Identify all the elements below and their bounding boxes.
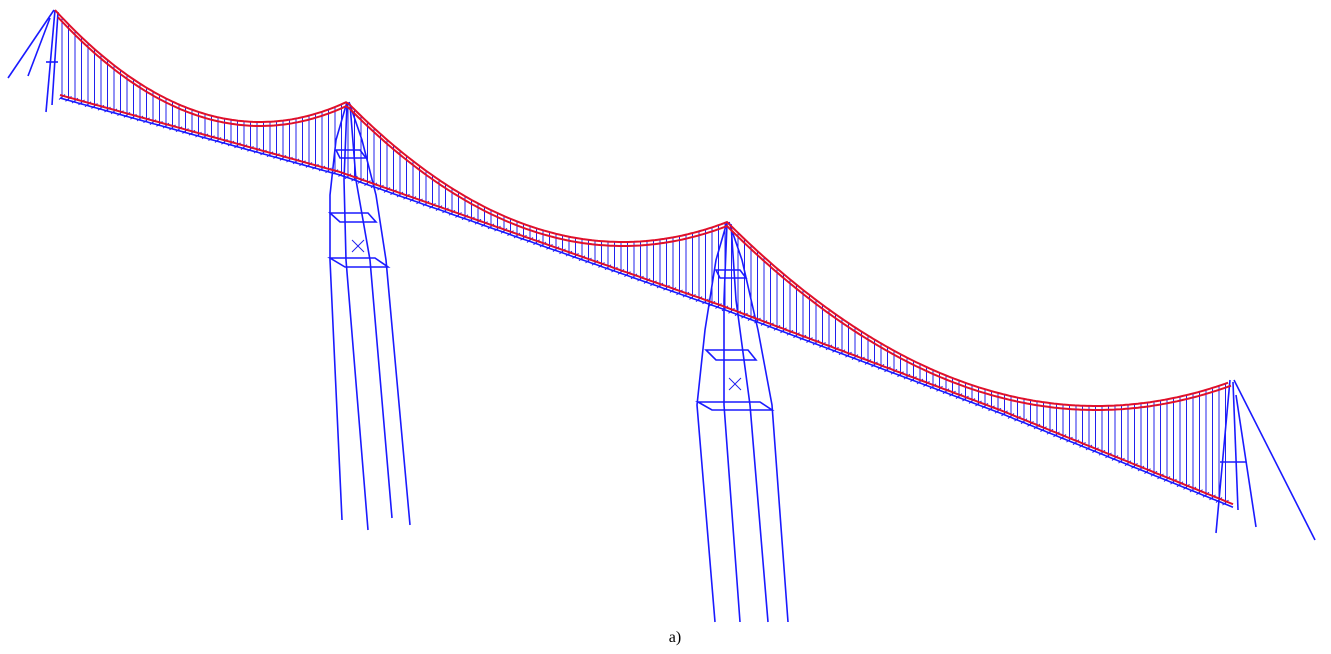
tower-leg xyxy=(731,224,768,622)
tower-leg xyxy=(350,104,392,518)
caption: a) xyxy=(669,629,681,646)
frame xyxy=(330,213,376,222)
deck-line xyxy=(60,98,1233,507)
tower-leg xyxy=(349,102,410,525)
right-tower xyxy=(1216,380,1315,540)
page: a) (() => { const data = JSON.parse(docu… xyxy=(0,0,1331,654)
frame xyxy=(706,350,756,360)
cables xyxy=(55,10,1233,507)
bridge-model: a) xyxy=(0,0,1331,654)
tower-leg xyxy=(1216,380,1230,533)
main-cable xyxy=(58,17,1231,410)
backstay xyxy=(1236,395,1256,527)
left-tower xyxy=(8,10,58,112)
tower-3 xyxy=(697,222,788,622)
backstay xyxy=(28,18,50,76)
frame xyxy=(330,258,388,267)
tower-leg xyxy=(697,222,727,622)
main-cable xyxy=(55,10,1228,406)
deck xyxy=(60,95,1233,504)
frame xyxy=(698,402,772,410)
